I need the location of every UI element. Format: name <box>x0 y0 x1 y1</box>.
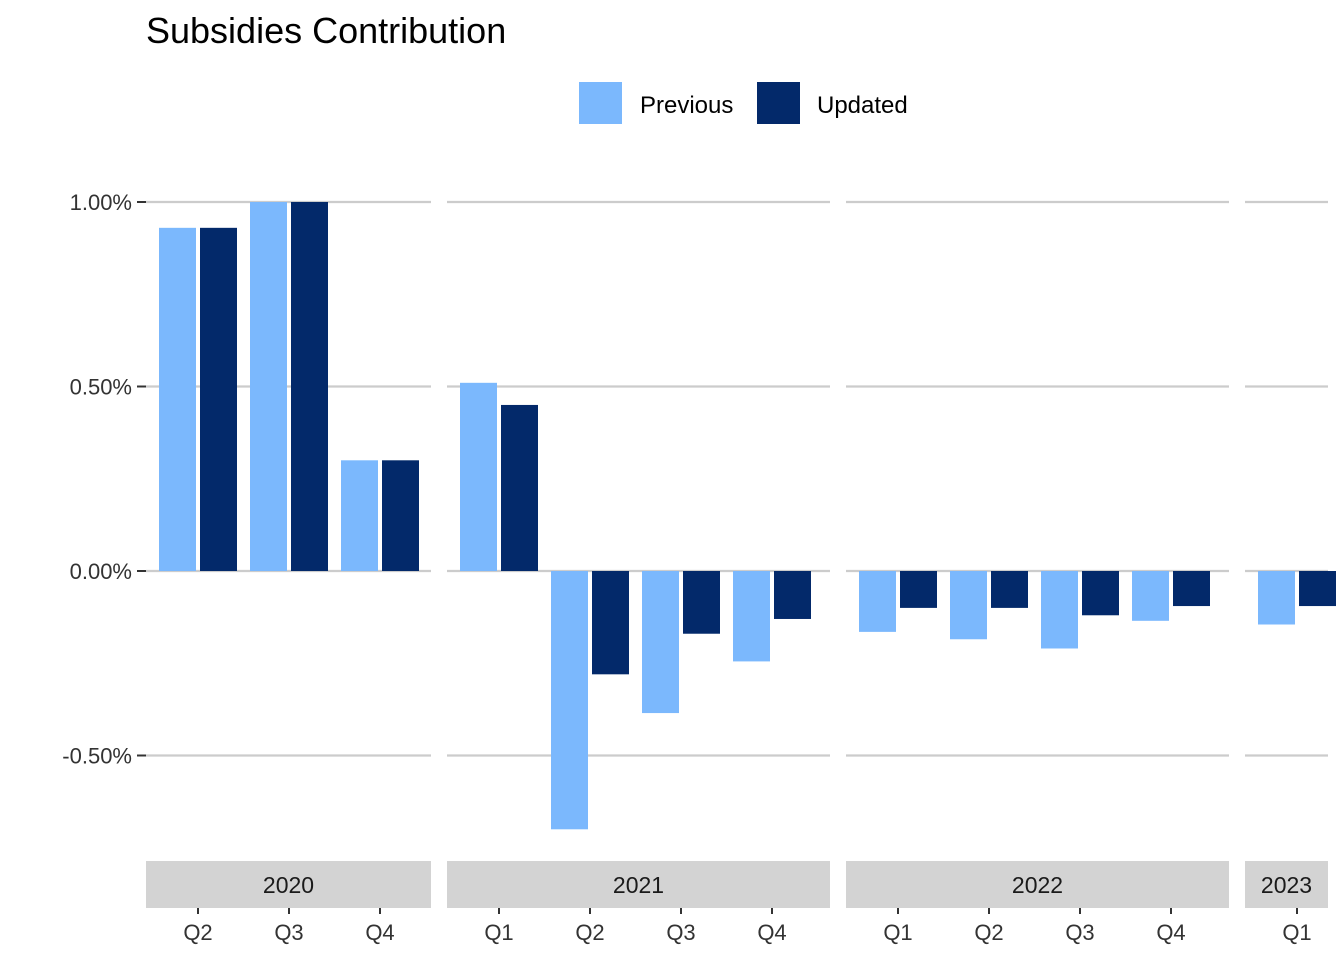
y-tick-label: 1.00% <box>70 190 132 215</box>
facet-strip-label: 2021 <box>613 872 664 898</box>
x-tick-label: Q1 <box>883 920 912 945</box>
bar-2021-Q2-updated <box>592 571 629 675</box>
bar-2023-Q1-updated <box>1299 571 1336 607</box>
bar-2022-Q4-previous <box>1132 571 1169 621</box>
chart-title: Subsidies Contribution <box>146 10 506 51</box>
x-tick-label: Q2 <box>183 920 212 945</box>
bar-2022-Q1-updated <box>900 571 937 608</box>
bar-2021-Q2-previous <box>551 571 588 830</box>
x-tick-label: Q1 <box>484 920 513 945</box>
x-tick-label: Q1 <box>1282 920 1311 945</box>
facet-strip <box>846 861 1229 908</box>
x-tick-label: Q4 <box>365 920 394 945</box>
bar-2022-Q3-updated <box>1082 571 1119 616</box>
y-tick-label: 0.00% <box>70 559 132 584</box>
x-tick-label: Q4 <box>757 920 786 945</box>
legend-swatch-updated <box>757 82 800 124</box>
x-tick-label: Q2 <box>575 920 604 945</box>
bar-2020-Q4-updated <box>382 460 419 571</box>
facet-panels: Q2 Q3 Q4 2020 Q1 Q2 Q3 Q4 2021 Q1 Q2 Q3 Q4 2022 Q1 2023 <box>146 200 1336 945</box>
x-tick-label: Q4 <box>1156 920 1185 945</box>
facet-strip-label: 2022 <box>1012 872 1063 898</box>
bar-2021-Q4-updated <box>774 571 811 619</box>
y-axis: -0.50% 0.00% 0.50% 1.00% <box>62 190 146 769</box>
bar-2020-Q3-previous <box>250 202 287 571</box>
facet-panel-2023: Q1 2023 <box>1245 200 1336 945</box>
x-tick-label: Q2 <box>974 920 1003 945</box>
bar-2020-Q4-previous <box>341 460 378 571</box>
facet-strip-label: 2020 <box>263 872 314 898</box>
legend-label-updated: Updated <box>817 92 908 119</box>
bar-2022-Q3-previous <box>1041 571 1078 649</box>
bar-2021-Q3-updated <box>683 571 720 634</box>
bar-2022-Q2-updated <box>991 571 1028 608</box>
x-tick-label: Q3 <box>666 920 695 945</box>
facet-strip <box>1245 861 1328 908</box>
facet-strip <box>146 861 431 908</box>
facet-panel-2020: Q2 Q3 Q4 2020 <box>146 200 431 945</box>
y-tick-label: 0.50% <box>70 375 132 400</box>
legend-label-previous: Previous <box>640 92 733 119</box>
bar-2022-Q1-previous <box>859 571 896 632</box>
bar-2020-Q2-previous <box>159 227 196 571</box>
facet-strip-label: 2023 <box>1261 872 1312 898</box>
bar-2021-Q1-updated <box>501 404 538 571</box>
y-tick-label: -0.50% <box>62 744 132 769</box>
x-tick-label: Q3 <box>1065 920 1094 945</box>
facet-panel-2021: Q1 Q2 Q3 Q4 2021 <box>447 200 830 945</box>
bar-2021-Q1-previous <box>460 382 497 571</box>
bar-2022-Q2-previous <box>950 571 987 640</box>
bar-2020-Q3-updated <box>291 202 328 571</box>
bar-2023-Q1-previous <box>1258 571 1295 625</box>
bar-2022-Q4-updated <box>1173 571 1210 607</box>
bar-2020-Q2-updated <box>200 227 237 571</box>
bar-2021-Q4-previous <box>733 571 770 662</box>
x-tick-label: Q3 <box>274 920 303 945</box>
legend: Previous Updated <box>579 82 908 124</box>
bar-2021-Q3-previous <box>642 571 679 714</box>
legend-swatch-previous <box>579 82 622 124</box>
facet-strip <box>447 861 830 908</box>
facet-panel-2022: Q1 Q2 Q3 Q4 2022 <box>846 200 1229 945</box>
